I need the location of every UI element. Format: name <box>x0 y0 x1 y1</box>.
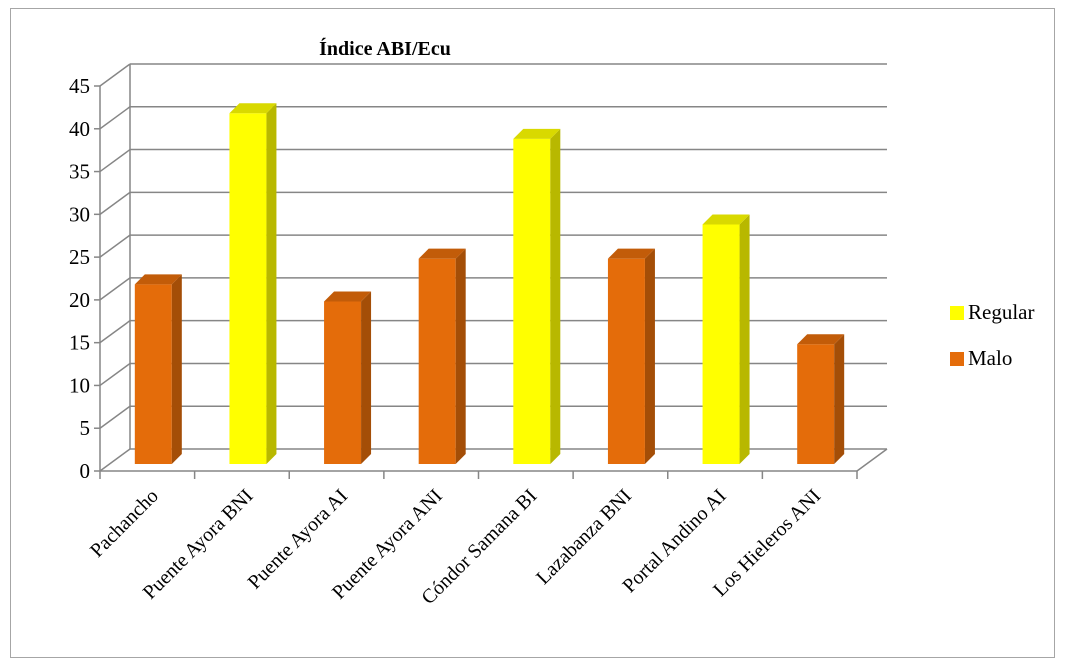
bar-top <box>229 103 277 114</box>
bar-side <box>834 334 845 464</box>
y-tick-label: 35 <box>69 160 90 184</box>
bars <box>134 103 845 464</box>
legend-swatch <box>950 352 964 366</box>
bar-side <box>455 248 466 464</box>
legend-label: Regular <box>968 300 1034 324</box>
y-tick-label: 5 <box>80 416 91 440</box>
y-tick-label: 15 <box>69 331 90 355</box>
bar <box>702 214 750 464</box>
gridline-diagonal <box>99 191 131 215</box>
bar <box>513 128 561 464</box>
bar <box>134 274 182 464</box>
x-tick-label: Puente Ayora AI <box>244 485 353 594</box>
x-tick-label: Lazabanza BNI <box>532 485 636 589</box>
bar-front <box>134 284 172 464</box>
x-axis <box>99 86 888 479</box>
bar <box>418 248 466 464</box>
bar-side <box>550 128 561 464</box>
y-axis-ticks: 0 5 10 15 20 25 30 35 40 45 <box>69 74 100 483</box>
bar-front <box>702 224 740 464</box>
bar <box>229 103 277 464</box>
bar-top <box>607 248 655 259</box>
bar-top <box>513 128 561 139</box>
bar-top <box>797 334 845 345</box>
gridline-diagonal <box>99 362 131 387</box>
bar-front <box>513 138 551 464</box>
chart-title: Índice ABI/Ecu <box>319 37 451 60</box>
y-tick-label: 10 <box>69 373 90 397</box>
legend-swatch <box>950 306 964 320</box>
gridline-diagonal <box>99 234 131 258</box>
bar-top <box>702 214 750 225</box>
bar-top <box>134 274 182 285</box>
floor-right-edge <box>856 448 888 472</box>
gridline-diagonal <box>99 448 131 472</box>
bar-side <box>644 248 655 464</box>
y-tick-label: 25 <box>69 245 90 269</box>
bar-front <box>607 258 645 464</box>
bar-side <box>739 214 750 464</box>
legend-label: Malo <box>968 346 1012 370</box>
bar <box>797 334 845 464</box>
y-tick-label: 45 <box>69 74 90 98</box>
bar <box>607 248 655 464</box>
gridline-diagonal <box>99 106 131 130</box>
gridline-diagonal <box>99 63 131 87</box>
chart-frame <box>10 8 1055 658</box>
bar-front <box>324 301 362 464</box>
bar-top <box>324 291 372 302</box>
y-tick-label: 0 <box>80 459 91 483</box>
bar <box>324 291 372 464</box>
bar-side <box>266 103 277 464</box>
bar-top <box>418 248 466 259</box>
legend: Regular Malo <box>950 300 1034 370</box>
bar-side <box>171 274 182 464</box>
gridline-diagonal <box>99 277 131 301</box>
bar-front <box>797 344 835 464</box>
bar-front <box>229 113 267 464</box>
gridline-diagonal <box>99 405 131 429</box>
gridlines <box>99 63 887 472</box>
gridline-diagonal <box>99 320 131 344</box>
x-tick-label: Pachancho <box>86 485 163 562</box>
gridline-diagonal <box>99 148 131 173</box>
y-tick-label: 20 <box>69 288 90 312</box>
bar-side <box>361 291 372 464</box>
bar-front <box>418 258 456 464</box>
y-tick-label: 40 <box>69 117 90 141</box>
y-tick-label: 30 <box>69 202 90 226</box>
